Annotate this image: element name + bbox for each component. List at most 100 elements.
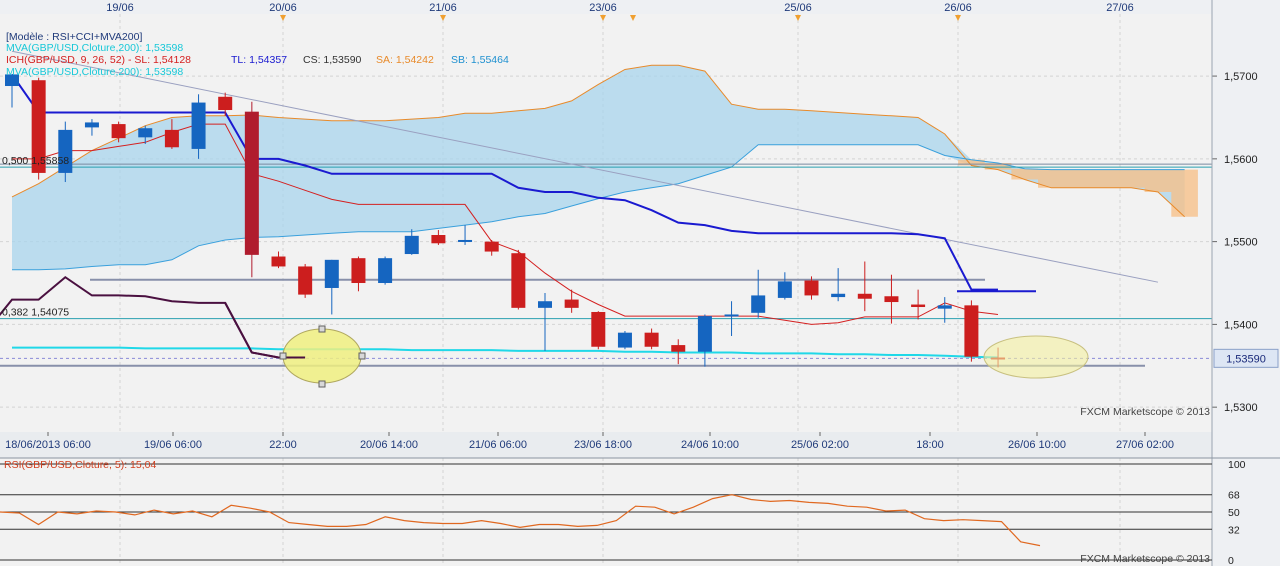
time-axis-strip: [0, 432, 1280, 458]
highlight-ellipse[interactable]: [983, 335, 1089, 379]
candle-body[interactable]: [751, 295, 766, 313]
candle-body[interactable]: [697, 316, 712, 352]
event-marker-icon[interactable]: [795, 15, 801, 21]
candle-body[interactable]: [5, 74, 19, 87]
top-date-label: 27/06: [1106, 2, 1134, 14]
event-marker-icon[interactable]: [630, 15, 636, 21]
event-marker-icon[interactable]: [440, 15, 446, 21]
candle-body[interactable]: [884, 296, 899, 303]
legend-sb-label: SB: 1,55464: [451, 54, 509, 66]
legend-mva-label: MVA(GBP/USD,Cloture,200): 1,53598: [6, 66, 183, 78]
candle-body[interactable]: [218, 96, 233, 111]
candle-body[interactable]: [404, 235, 419, 255]
top-date-strip: [0, 0, 1212, 14]
rsi-tick-label: 50: [1228, 507, 1240, 519]
candle-body[interactable]: [617, 332, 632, 348]
candle-body[interactable]: [511, 253, 526, 308]
legend-cs-label: CS: 1,53590: [303, 54, 362, 66]
price-tick-label: 1,5500: [1224, 237, 1258, 249]
resize-handle[interactable]: [358, 352, 366, 360]
candle-body[interactable]: [58, 129, 73, 173]
resize-handle[interactable]: [279, 352, 287, 360]
candle-body[interactable]: [857, 293, 872, 299]
rsi-watermark: FXCM Marketscope © 2013: [1080, 553, 1210, 565]
mva-200-line: [12, 346, 999, 359]
legend-sa-label: SA: 1,54242: [376, 54, 434, 66]
price-tick-label: 1,5700: [1224, 71, 1258, 83]
top-date-label: 26/06: [944, 2, 972, 14]
price-tick-label: 1,5400: [1224, 319, 1258, 331]
watermark: FXCM Marketscope © 2013: [1080, 406, 1210, 418]
candle-body[interactable]: [538, 301, 552, 308]
legend-tl-label: TL: 1,54357: [231, 54, 287, 66]
time-tick-label: 21/06 06:00: [469, 439, 527, 451]
candle-body[interactable]: [431, 235, 446, 244]
candle-body[interactable]: [84, 122, 99, 128]
candle-body[interactable]: [164, 129, 179, 148]
legend-mva-label: MVA(GBP/USD,Cloture,200): 1,53598: [6, 42, 183, 54]
top-date-label: 20/06: [269, 2, 297, 14]
candle-body[interactable]: [271, 256, 286, 267]
candle-body[interactable]: [458, 239, 473, 242]
time-tick-label: 23/06 18:00: [574, 439, 632, 451]
legend-model-label: [Modèle : RSI+CCI+MVA200]: [6, 31, 142, 43]
tenkan-sen-line: [11, 73, 998, 291]
event-marker-icon[interactable]: [600, 15, 606, 21]
candle-body[interactable]: [31, 80, 46, 173]
rsi-tick-label: 32: [1228, 524, 1240, 536]
current-price-label: 1,53590: [1226, 353, 1266, 365]
candle-body[interactable]: [937, 305, 952, 309]
time-tick-label: 27/06 02:00: [1116, 439, 1174, 451]
trend-line[interactable]: [11, 50, 1159, 283]
time-tick-label: 25/06 02:00: [791, 439, 849, 451]
rsi-tick-label: 100: [1228, 459, 1246, 471]
event-marker-icon[interactable]: [955, 15, 961, 21]
candle-body[interactable]: [777, 281, 792, 298]
candle-body[interactable]: [298, 266, 313, 295]
resize-handle[interactable]: [318, 325, 326, 333]
candle-body[interactable]: [591, 311, 606, 347]
candle-body[interactable]: [564, 299, 579, 308]
time-tick-label: 26/06 10:00: [1008, 439, 1066, 451]
time-tick-label: 20/06 14:00: [360, 439, 418, 451]
current-price-box: [1213, 348, 1279, 368]
price-tick-label: 1,5300: [1224, 402, 1258, 414]
candle-body[interactable]: [378, 258, 393, 284]
rsi-tick-label: 68: [1228, 490, 1240, 502]
chikou-span-line: [224, 302, 306, 359]
candle-body[interactable]: [244, 111, 259, 255]
resize-handle[interactable]: [318, 380, 326, 388]
event-marker-icon[interactable]: [280, 15, 286, 21]
legend-ichimoku-label: ICH(GBP/USD, 9, 26, 52) - SL: 1,54128: [6, 54, 191, 66]
candle-body[interactable]: [191, 102, 206, 149]
time-tick-label: 18/06/2013 06:00: [5, 439, 91, 451]
candle-body[interactable]: [138, 128, 153, 138]
fibonacci-label: 0,382 1,54075: [2, 307, 69, 319]
fibonacci-label: 0,500 1,55858: [2, 155, 69, 167]
candle-body[interactable]: [644, 332, 659, 347]
top-date-label: 23/06: [589, 2, 617, 14]
candle-body[interactable]: [111, 124, 126, 139]
senkou-span-a-line: [11, 64, 1185, 218]
price-axis-panel: [1212, 0, 1280, 566]
candle-body[interactable]: [671, 345, 686, 352]
candle-body[interactable]: [964, 305, 979, 357]
candle-body[interactable]: [324, 259, 339, 288]
candle-body[interactable]: [804, 280, 819, 296]
time-tick-label: 19/06 06:00: [144, 439, 202, 451]
bearish-cloud: [958, 159, 1198, 217]
time-tick-label: 24/06 10:00: [681, 439, 739, 451]
candle-body[interactable]: [911, 304, 926, 308]
top-date-label: 19/06: [106, 2, 134, 14]
top-date-label: 25/06: [784, 2, 812, 14]
candle-body[interactable]: [351, 258, 366, 284]
highlight-ellipse[interactable]: [282, 328, 362, 384]
price-tick-label: 1,5600: [1224, 154, 1258, 166]
candle-body[interactable]: [484, 241, 499, 252]
candle-body[interactable]: [724, 314, 739, 317]
rsi-line: [0, 494, 1041, 547]
time-tick-label: 18:00: [916, 439, 944, 451]
candle-body[interactable]: [831, 293, 846, 298]
